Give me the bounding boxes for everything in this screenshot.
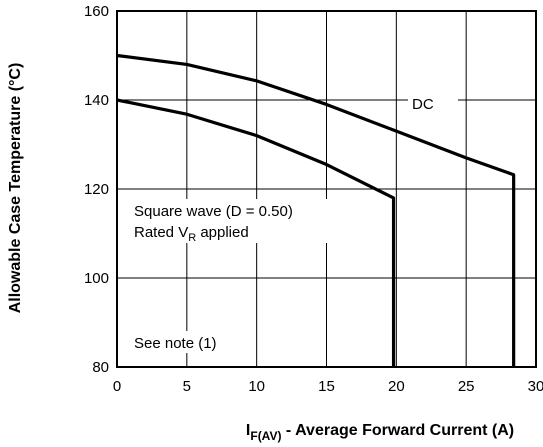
- rated-vr-label: Rated VR applied: [134, 224, 249, 244]
- rated-vr-main: Rated V: [134, 224, 188, 241]
- rated-vr-rest: applied: [196, 224, 249, 241]
- series-dc-line: [116, 53, 516, 367]
- series-square-wave-line: [116, 98, 396, 367]
- grid: [117, 11, 536, 367]
- rated-vr-sub: R: [188, 232, 196, 244]
- x-tick-label: 25: [458, 378, 475, 395]
- x-tick-label: 10: [248, 378, 265, 395]
- y-tick-label: 120: [84, 181, 109, 198]
- x-tick-label: 30: [528, 378, 543, 395]
- y-tick-label: 140: [84, 92, 109, 109]
- x-tick-label: 5: [183, 378, 191, 395]
- curves: [116, 53, 516, 367]
- x-axis-title-sub: F(AV): [250, 429, 281, 443]
- dc-label-bg: [408, 92, 458, 114]
- x-axis-title-rest: - Average Forward Current (A): [281, 422, 514, 439]
- y-axis-title: Allowable Case Temperature (°C): [7, 63, 24, 314]
- note-label-bg: [130, 331, 248, 353]
- x-axis-title: IF(AV) - Average Forward Current (A): [246, 422, 514, 443]
- plot-frame: [116, 10, 537, 368]
- x-tick-label: 15: [318, 378, 335, 395]
- x-tick-label: 0: [113, 378, 121, 395]
- y-tick-label: 80: [92, 359, 109, 376]
- square-wave-label-bg: [130, 199, 342, 243]
- y-tick-label: 100: [84, 270, 109, 287]
- ticks: 0 5 10 15 20 25 30 80 100 120 140 160: [84, 3, 543, 395]
- x-axis-title-main: I: [246, 422, 250, 439]
- square-wave-label: Square wave (D = 0.50): [134, 203, 293, 220]
- x-tick-label: 20: [388, 378, 405, 395]
- dc-label: DC: [412, 96, 434, 113]
- note-label: See note (1): [134, 335, 217, 352]
- y-tick-label: 160: [84, 3, 109, 20]
